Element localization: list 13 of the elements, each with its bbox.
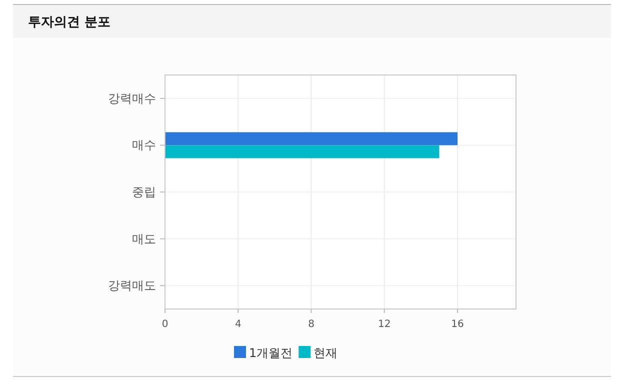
x-tick-label: 12 [378,319,391,330]
y-tick-label: 매도 [132,232,156,246]
y-tick-label: 강력매수 [108,91,156,106]
x-tick-label: 0 [162,319,168,330]
chart-title: 투자의견 분포 [28,15,111,30]
y-tick-label: 강력매도 [108,278,156,293]
legend-label: 1개월전 [249,346,293,360]
legend-label: 현재 [314,346,338,360]
x-tick-label: 16 [451,319,464,330]
y-tick-label: 중립 [132,185,156,199]
y-tick-label: 매수 [132,138,156,152]
x-tick-label: 4 [234,319,242,330]
x-tick-label: 8 [308,319,314,330]
